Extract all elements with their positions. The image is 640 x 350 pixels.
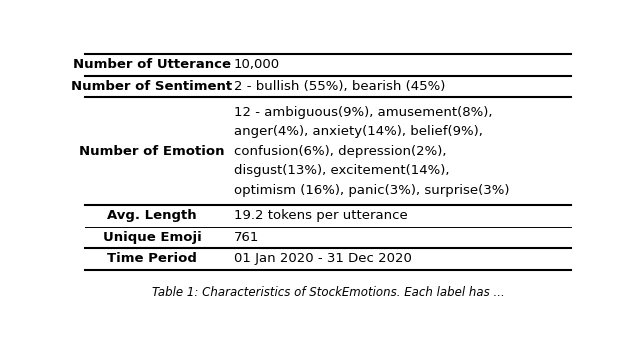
Text: Time Period: Time Period	[107, 252, 197, 265]
Text: 761: 761	[234, 231, 259, 244]
Text: 01 Jan 2020 - 31 Dec 2020: 01 Jan 2020 - 31 Dec 2020	[234, 252, 412, 265]
Text: 10,000: 10,000	[234, 58, 280, 71]
Text: Avg. Length: Avg. Length	[107, 209, 196, 222]
Text: Number of Emotion: Number of Emotion	[79, 145, 225, 158]
Text: 12 - ambiguous(9%), amusement(8%),
anger(4%), anxiety(14%), belief(9%),
confusio: 12 - ambiguous(9%), amusement(8%), anger…	[234, 106, 509, 197]
Text: Table 1: Characteristics of StockEmotions. Each label has ...: Table 1: Characteristics of StockEmotion…	[152, 286, 504, 299]
Text: 2 - bullish (55%), bearish (45%): 2 - bullish (55%), bearish (45%)	[234, 80, 445, 93]
Text: Unique Emoji: Unique Emoji	[102, 231, 202, 244]
Text: Number of Sentiment: Number of Sentiment	[71, 80, 232, 93]
Text: 19.2 tokens per utterance: 19.2 tokens per utterance	[234, 209, 408, 222]
Text: Number of Utterance: Number of Utterance	[73, 58, 231, 71]
